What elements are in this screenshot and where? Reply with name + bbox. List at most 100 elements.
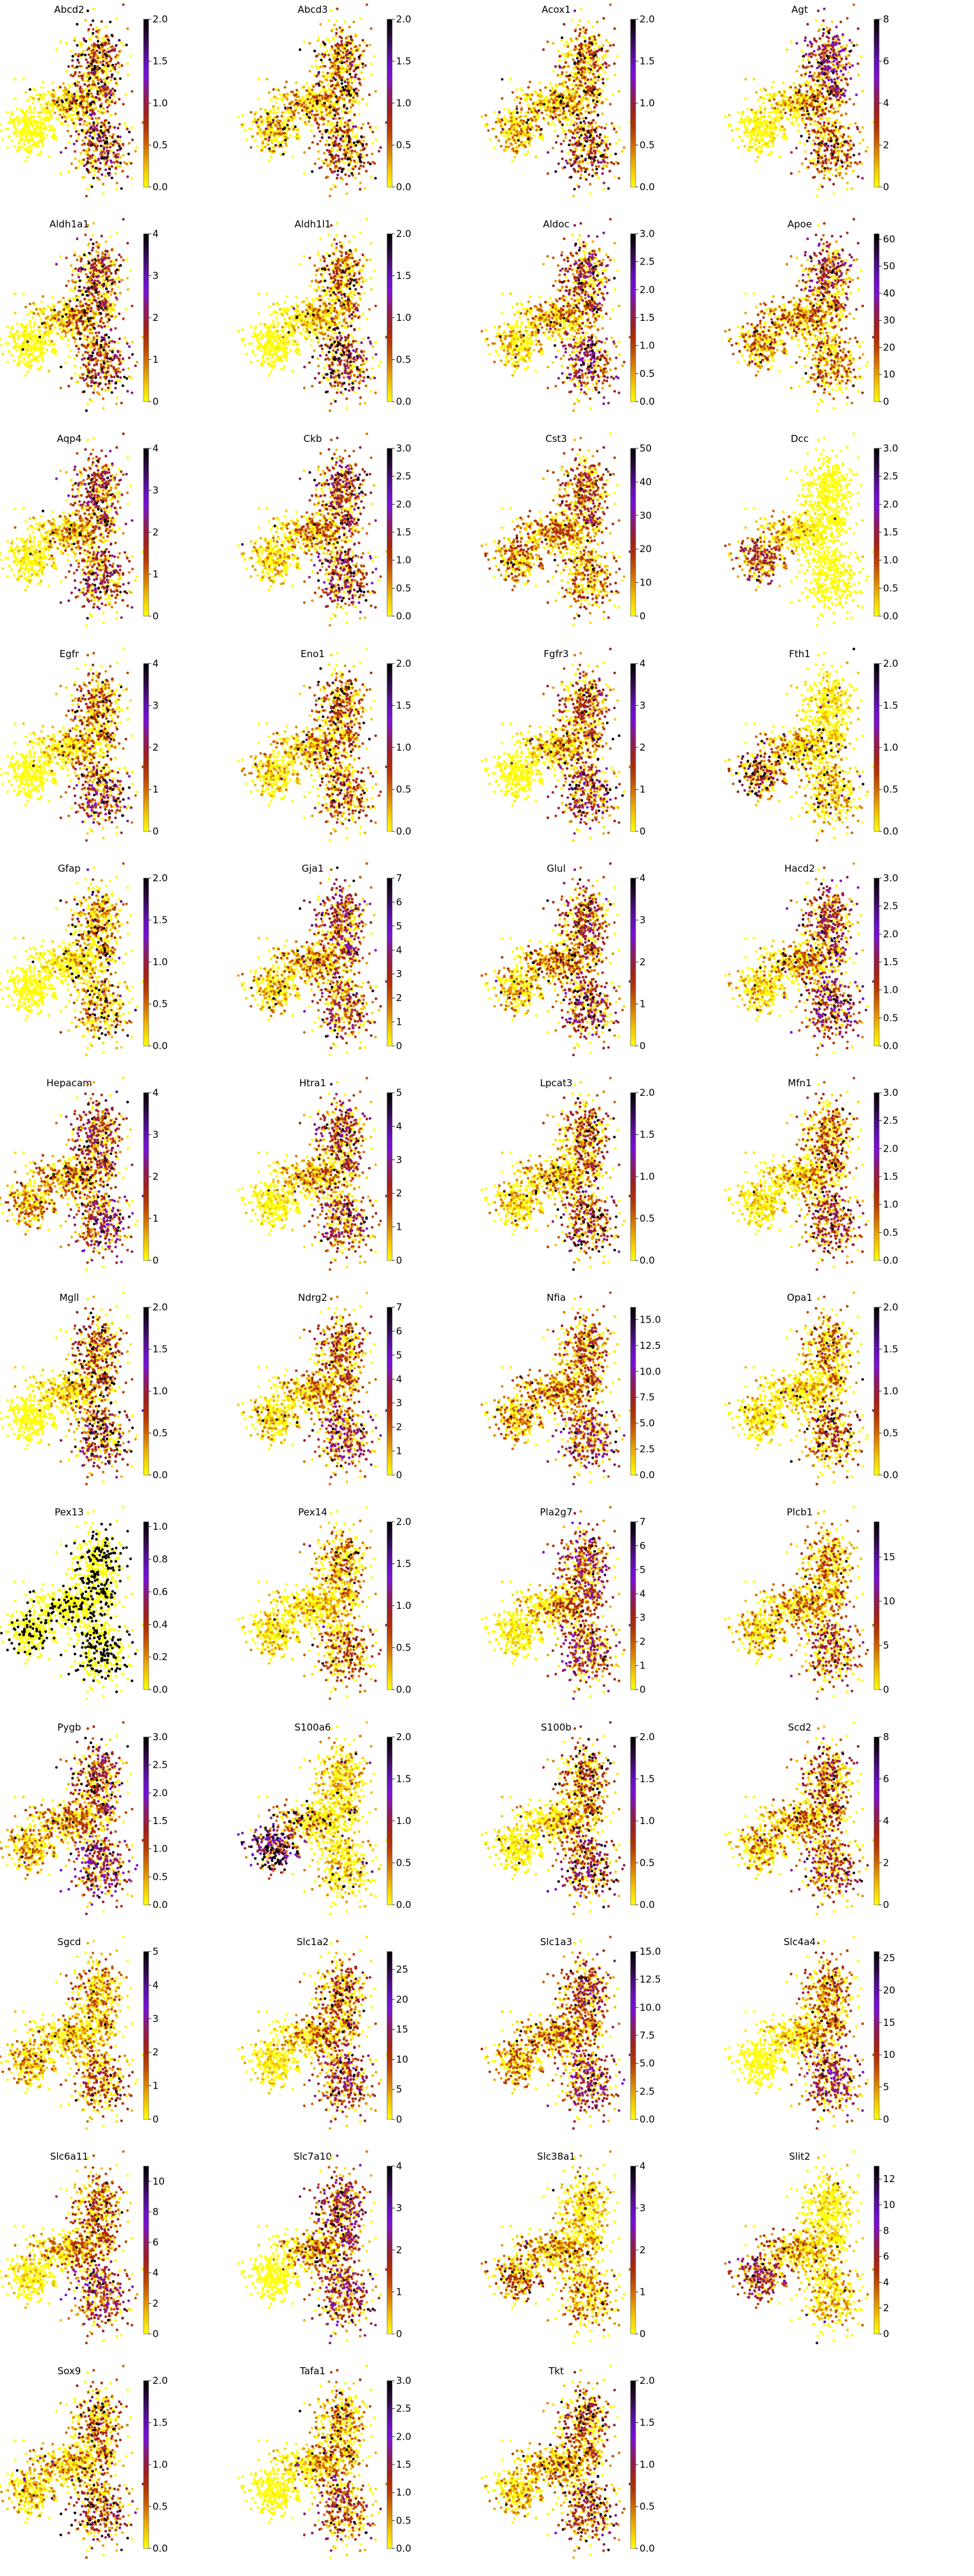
- cell-point: [844, 126, 846, 129]
- cell-point: [570, 97, 572, 99]
- cell-point: [104, 70, 107, 73]
- cell-point: [102, 156, 104, 159]
- cell-point: [372, 131, 374, 133]
- cell-point: [104, 39, 106, 42]
- cell-point: [101, 132, 104, 135]
- cell-point: [516, 150, 518, 152]
- cell-point: [351, 53, 353, 56]
- cell-point: [518, 102, 521, 104]
- cell-point: [51, 126, 53, 128]
- cell-point: [730, 129, 733, 132]
- cell-point: [89, 76, 92, 79]
- cell-point: [597, 79, 599, 81]
- cell-point: [761, 136, 764, 139]
- cell-point: [106, 77, 108, 79]
- cell-point: [563, 65, 565, 68]
- cell-point: [334, 114, 336, 117]
- cell-point: [53, 99, 55, 102]
- cell-point: [120, 64, 123, 67]
- cell-point: [11, 120, 13, 123]
- cell-point: [728, 114, 730, 117]
- cell-point: [574, 147, 577, 149]
- cell-point: [370, 62, 372, 65]
- cell-point: [19, 135, 22, 138]
- cell-point: [580, 84, 582, 86]
- cell-point: [78, 133, 80, 136]
- cell-point: [324, 143, 327, 146]
- cell-point: [65, 93, 68, 95]
- cell-point: [600, 142, 603, 145]
- cell-point: [346, 57, 349, 60]
- colorbar-tick-label: 1.0: [640, 97, 655, 109]
- cell-point: [605, 50, 607, 53]
- cell-point: [115, 188, 118, 190]
- cell-point: [836, 119, 838, 122]
- cell-point: [345, 192, 348, 195]
- cell-point: [313, 135, 316, 137]
- cell-point: [571, 19, 574, 22]
- cell-point: [343, 98, 345, 101]
- cell-point: [740, 117, 743, 119]
- cell-point: [40, 135, 42, 137]
- cell-point: [326, 123, 329, 126]
- cell-point: [319, 65, 322, 68]
- cell-point: [83, 165, 86, 167]
- cell-point: [327, 165, 329, 167]
- cell-point: [41, 96, 44, 99]
- cell-point: [101, 81, 103, 83]
- cell-point: [562, 112, 565, 115]
- cell-point: [591, 168, 594, 171]
- cell-point: [353, 49, 356, 52]
- cell-point: [580, 174, 582, 176]
- cell-point: [92, 101, 95, 103]
- cell-point: [783, 133, 786, 135]
- cell-point: [588, 111, 590, 114]
- cell-point: [81, 162, 84, 165]
- cell-point: [802, 75, 805, 77]
- cell-point: [294, 126, 297, 128]
- cell-point: [745, 97, 747, 100]
- cell-point: [572, 106, 575, 108]
- cell-point: [574, 137, 576, 140]
- cell-point: [362, 140, 365, 142]
- cell-point: [823, 134, 826, 136]
- cell-point: [569, 106, 572, 108]
- cell-point: [100, 151, 103, 154]
- cell-point: [770, 132, 773, 135]
- cell-point: [48, 91, 51, 94]
- cell-point: [345, 85, 347, 88]
- cell-point: [504, 123, 506, 126]
- cell-point: [61, 104, 63, 106]
- cell-point: [97, 170, 99, 173]
- cell-point: [81, 139, 84, 142]
- cell-point: [104, 175, 107, 177]
- cell-point: [111, 34, 113, 37]
- cell-point: [337, 159, 340, 162]
- cell-point: [73, 143, 76, 145]
- cell-point: [315, 83, 317, 85]
- cell-point: [347, 158, 349, 160]
- cell-point: [118, 145, 120, 147]
- cell-point: [572, 195, 575, 197]
- cell-point: [838, 167, 841, 170]
- cell-point: [64, 120, 67, 123]
- cell-point: [341, 61, 343, 64]
- cell-point: [590, 57, 592, 60]
- cell-point: [367, 122, 370, 125]
- cell-point: [845, 44, 848, 47]
- cell-point: [130, 162, 133, 165]
- colorbar-tick-label: 2.0: [396, 13, 411, 25]
- cell-point: [547, 40, 549, 43]
- cell-point: [107, 172, 110, 175]
- cell-point: [271, 142, 274, 144]
- cell-point: [88, 65, 90, 67]
- cell-point: [337, 113, 340, 115]
- cell-point: [534, 118, 537, 121]
- cell-point: [768, 111, 771, 114]
- cell-point: [582, 120, 585, 122]
- cell-point: [363, 41, 366, 44]
- cell-point: [320, 95, 323, 97]
- cell-point: [33, 122, 35, 124]
- cell-point: [591, 39, 593, 42]
- cell-point: [484, 126, 487, 128]
